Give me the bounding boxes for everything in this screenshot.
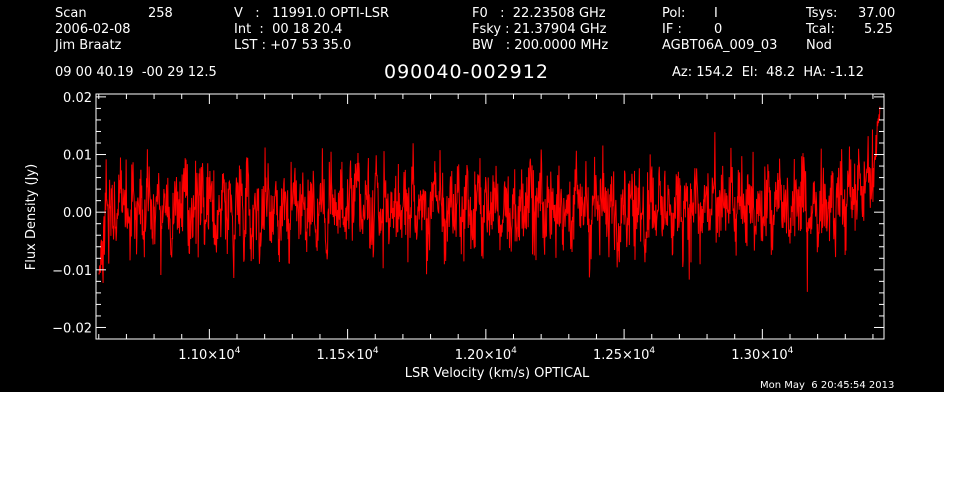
observer-name: Jim Braatz — [55, 38, 122, 53]
pol-label: Pol: — [662, 6, 686, 21]
lst-info: LST : +07 53 35.0 — [234, 38, 352, 53]
rest-frequency: F0 : 22.23508 GHz — [472, 6, 606, 21]
y-tick-label: 0.00 — [63, 206, 92, 221]
bandwidth: BW : 200.0000 MHz — [472, 38, 609, 53]
scan-number: 258 — [148, 6, 173, 21]
source-name: 090040-002912 — [384, 61, 549, 83]
plot-frame — [95, 93, 885, 340]
pol-value: I — [714, 6, 718, 21]
axis-ticks — [96, 94, 884, 339]
tick-labels: 1.10×104 1.15×104 1.20×104 1.25×104 1.30×104… — [52, 91, 794, 363]
y-tick-label: 0.01 — [63, 149, 92, 164]
velocity-info: V : 11991.0 OPTI-LSR — [234, 6, 390, 21]
plot-timestamp: Mon May 6 20:45:54 2013 — [760, 380, 895, 391]
source-coordinates: 09 00 40.19 -00 29 12.5 — [55, 65, 217, 80]
if-value: 0 — [714, 22, 723, 37]
if-label: IF : — [662, 22, 682, 37]
scan-label: Scan — [55, 6, 87, 21]
observation-date: 2006-02-08 — [55, 22, 131, 37]
x-axis-label: LSR Velocity (km/s) OPTICAL — [405, 366, 590, 381]
az-el-ha: Az: 154.2 El: 48.2 HA: -1.12 — [672, 65, 864, 80]
spectrum-line — [98, 106, 881, 292]
integration-time: Int : 00 18 20.4 — [234, 22, 343, 37]
x-tick-label: 1.25×104 — [593, 346, 655, 363]
y-axis-label: Flux Density (Jy) — [24, 164, 39, 270]
sky-frequency: Fsky : 21.37904 GHz — [472, 22, 607, 37]
tcal-value: 5.25 — [864, 22, 893, 37]
x-tick-label: 1.20×104 — [455, 346, 517, 363]
project-id: AGBT06A_009_03 — [662, 38, 778, 53]
x-tick-label: 1.15×104 — [317, 346, 379, 363]
tsys-label: Tsys: — [806, 6, 838, 21]
y-tick-label: −0.02 — [52, 321, 92, 336]
x-tick-label: 1.10×104 — [178, 346, 240, 363]
tcal-label: Tcal: — [806, 22, 835, 37]
tsys-value: 37.00 — [858, 6, 896, 21]
y-tick-label: 0.02 — [63, 91, 92, 106]
x-tick-label: 1.30×104 — [731, 346, 793, 363]
y-tick-label: −0.01 — [52, 264, 92, 279]
spectrum-chart: 1.10×104 1.15×104 1.20×104 1.25×104 1.30×104… — [24, 91, 885, 381]
observing-mode: Nod — [806, 38, 832, 53]
